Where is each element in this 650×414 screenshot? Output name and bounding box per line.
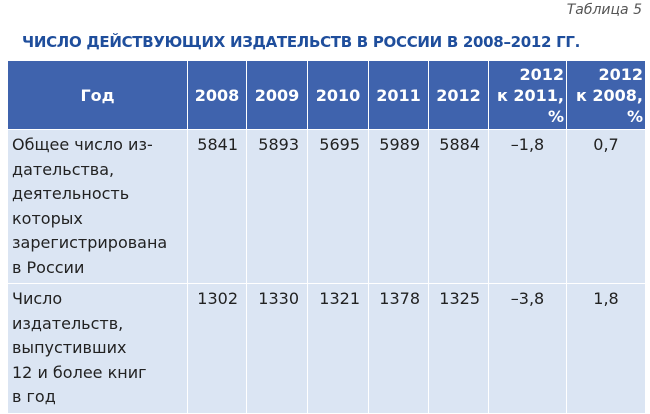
header-text: % [626, 106, 643, 126]
cell: 5884 [428, 129, 489, 284]
header-text: 2009 [254, 85, 300, 105]
cell: 1378 [368, 283, 429, 414]
table-body: Общее число из-дательства, деятельность ко… [7, 129, 646, 414]
row-label-text: дательства, [12, 159, 115, 179]
row-label: Общее число из-дательства, деятельность ко… [7, 129, 188, 284]
row-label-text: выпустивших [12, 338, 127, 357]
table-row: Число издательств, выпустивших 12 и более к… [7, 283, 646, 414]
header-text: % [547, 106, 564, 126]
row-label-text: которых [12, 208, 83, 228]
data-table: Год 2008 2009 2010 2011 2012 2012 к 2011,% 2012 к… [7, 60, 646, 414]
header-cell: 2010 [307, 60, 369, 130]
header-text: 2008 [194, 85, 240, 105]
header-row: Год 2008 2009 2010 2011 2012 2012 к 2011,% 2012 к… [7, 60, 646, 130]
header-text: 2011 [376, 85, 421, 105]
header-text: Год [80, 85, 115, 105]
row-label-text: 12 и более книг [12, 362, 147, 382]
cell: 5989 [368, 129, 429, 284]
row-label-text: в год [12, 387, 56, 406]
cell: 0,7 [566, 129, 646, 284]
cell: 1321 [307, 283, 369, 414]
row-label-text: Общее число из- [12, 135, 153, 154]
row-label-text: в России [12, 257, 85, 277]
cell: 1302 [187, 283, 247, 414]
header-cell: 2009 [246, 60, 308, 130]
header-cell: Год [7, 60, 188, 130]
header-cell: 2012 к 2008,% [566, 60, 646, 130]
table-title: ЧИСЛО ДЕЙСТВУЮЩИХ ИЗДАТЕЛЬСТВ В РОССИИ В… [22, 33, 581, 51]
row-label-text: Число [12, 289, 63, 308]
cell: 5695 [307, 129, 369, 284]
header-text: к 2011, [496, 85, 564, 105]
cell: 5841 [187, 129, 247, 284]
cell: 1325 [428, 283, 489, 414]
cell: 1330 [246, 283, 308, 414]
header-text: 2010 [315, 85, 361, 105]
row-label-text: деятельность [12, 184, 130, 203]
row-label-text: зарегистрирована [12, 233, 168, 252]
header-text: к 2008, [575, 85, 643, 105]
header-cell: 2011 [368, 60, 429, 130]
cell: –3,8 [488, 283, 567, 414]
cell: –1,8 [488, 129, 567, 284]
row-label-text: издательств, [12, 313, 124, 333]
header-text: 2012 [598, 64, 643, 84]
table-caption: Таблица 5 [566, 2, 642, 18]
row-label: Число издательств, выпустивших 12 и более к… [7, 283, 188, 414]
table-row: Общее число из-дательства, деятельность ко… [7, 129, 646, 284]
header-text: 2012 [436, 85, 481, 105]
header-cell: 2012 [428, 60, 489, 130]
header-text: 2012 [519, 64, 564, 84]
header-cell: 2012 к 2011,% [488, 60, 567, 130]
cell: 1,8 [566, 283, 646, 414]
header-cell: 2008 [187, 60, 247, 130]
cell: 5893 [246, 129, 308, 284]
